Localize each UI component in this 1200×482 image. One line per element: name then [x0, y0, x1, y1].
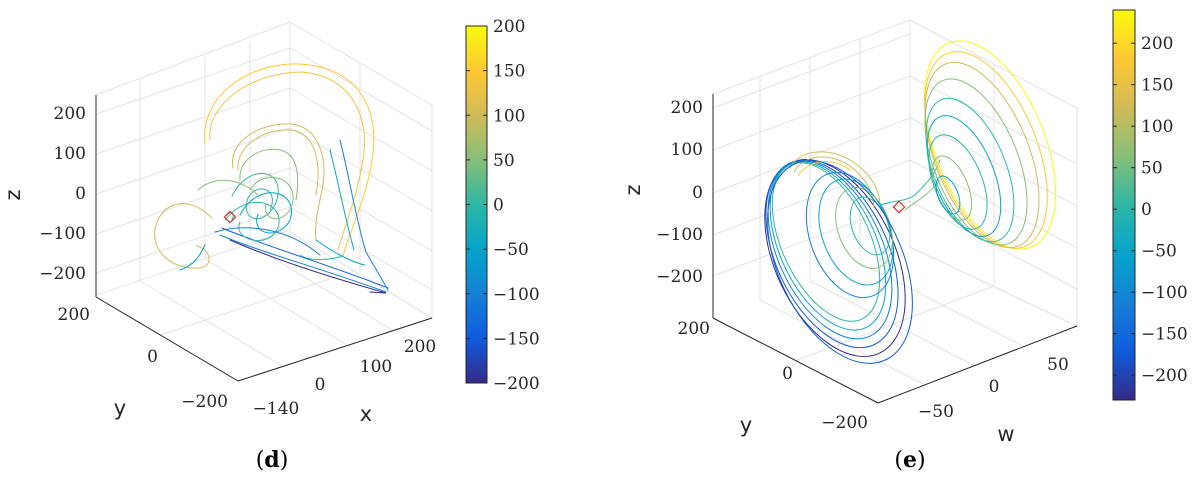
- colorbar-tick-label: −200: [1141, 366, 1188, 386]
- panel-d-x-ticks: −140 0 100 200: [253, 337, 437, 419]
- x-tick: −140: [253, 399, 300, 419]
- colorbar-tick-label: 50: [493, 151, 515, 171]
- panel-e-trajectory: [764, 40, 1057, 364]
- z-tick: 200: [54, 104, 86, 124]
- panel-e-colorbar: 200 150 100 50 0 −50 −100 −150 −200: [1112, 9, 1188, 401]
- z-tick: −200: [656, 267, 703, 287]
- panel-d-start-marker: [223, 210, 237, 224]
- x-tick: −50: [918, 402, 954, 422]
- panel-e-start-marker: [892, 200, 906, 214]
- colorbar-tick-label: −50: [1141, 242, 1177, 262]
- x-tick: 100: [360, 357, 392, 377]
- w-axis-label: w: [997, 422, 1014, 446]
- colorbar-tick-label: −150: [1141, 325, 1188, 345]
- colorbar-tick-label: 0: [493, 196, 504, 216]
- colorbar-tick-label: 200: [1141, 34, 1173, 54]
- caption-e: (e): [894, 447, 925, 473]
- colorbar-tick-label: −100: [1141, 283, 1188, 303]
- z-tick: 0: [692, 183, 703, 203]
- panel-e-x-ticks: −50 0 50: [918, 355, 1069, 422]
- y-tick: 200: [678, 319, 710, 339]
- panel-d: 200 100 0 −100 −200 200 0 −200 −140 0 10…: [1, 17, 540, 473]
- panel-e-axes: [712, 94, 1078, 404]
- colorbar-tick-label: 100: [1141, 117, 1173, 137]
- colorbar-tick-label: 50: [1141, 159, 1163, 179]
- colorbar-tick-label: −100: [493, 285, 540, 305]
- z-axis-label: z: [621, 184, 645, 195]
- panel-e-z-ticks: 200 100 0 −100 −200: [656, 98, 703, 287]
- z-tick: −100: [39, 224, 86, 244]
- y-tick: 0: [147, 347, 158, 367]
- panel-e-y-ticks: 200 0 −200: [678, 319, 868, 433]
- z-tick: 100: [671, 140, 703, 160]
- z-axis-label: z: [1, 189, 25, 200]
- panel-d-y-ticks: 200 0 −200: [58, 305, 228, 412]
- caption-d: (d): [256, 447, 289, 473]
- panel-d-trajectory: [154, 63, 389, 294]
- z-tick: 0: [75, 184, 86, 204]
- panel-e: 200 100 0 −100 −200 200 0 −200 −50 0 50 …: [621, 9, 1188, 473]
- panel-d-axes: [95, 95, 433, 382]
- y-tick: 200: [58, 305, 90, 325]
- x-axis-label: x: [360, 402, 372, 426]
- z-tick: 100: [54, 144, 86, 164]
- colorbar-tick-label: −200: [493, 374, 540, 394]
- x-tick: 0: [989, 377, 1000, 397]
- z-tick: −100: [656, 225, 703, 245]
- z-tick: 200: [671, 98, 703, 118]
- colorbar-tick-label: 150: [1141, 76, 1173, 96]
- colorbar-tick-label: −150: [493, 329, 540, 349]
- x-tick: 50: [1047, 355, 1069, 375]
- colorbar-tick-label: 100: [493, 106, 525, 126]
- x-tick: 200: [404, 337, 436, 357]
- x-tick: 0: [315, 375, 326, 395]
- y-axis-label: y: [740, 413, 752, 437]
- colorbar-tick-label: −50: [493, 240, 529, 260]
- colorbar-tick-label: 150: [493, 62, 525, 82]
- z-tick: −200: [39, 264, 86, 284]
- colorbar-tick-label: 0: [1141, 200, 1152, 220]
- colorbar-gradient: [1112, 9, 1136, 401]
- y-tick: −200: [821, 413, 868, 433]
- colorbar-tick-label: 200: [493, 17, 525, 37]
- panel-d-colorbar: 200 150 100 50 0 −50 −100 −150 −200: [465, 17, 540, 394]
- y-tick: 0: [782, 364, 793, 384]
- y-tick: −200: [181, 392, 228, 412]
- panel-d-z-ticks: 200 100 0 −100 −200: [39, 104, 86, 284]
- y-axis-label: y: [114, 396, 126, 420]
